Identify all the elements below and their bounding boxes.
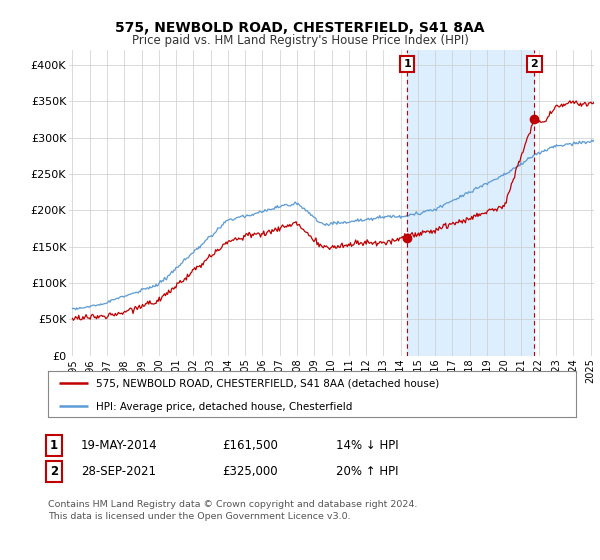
Text: Contains HM Land Registry data © Crown copyright and database right 2024.
This d: Contains HM Land Registry data © Crown c… (48, 500, 418, 521)
Text: 28-SEP-2021: 28-SEP-2021 (81, 465, 156, 478)
Text: HPI: Average price, detached house, Chesterfield: HPI: Average price, detached house, Ches… (95, 402, 352, 412)
Text: 14% ↓ HPI: 14% ↓ HPI (336, 439, 398, 452)
Text: 1: 1 (50, 439, 58, 452)
Bar (407, 50, 535, 356)
Text: Price paid vs. HM Land Registry's House Price Index (HPI): Price paid vs. HM Land Registry's House … (131, 34, 469, 46)
Text: 20% ↑ HPI: 20% ↑ HPI (336, 465, 398, 478)
Text: 2: 2 (530, 59, 538, 69)
Text: 2: 2 (50, 465, 58, 478)
Text: £161,500: £161,500 (222, 439, 278, 452)
Text: £325,000: £325,000 (222, 465, 278, 478)
Text: 19-MAY-2014: 19-MAY-2014 (81, 439, 158, 452)
Text: 575, NEWBOLD ROAD, CHESTERFIELD, S41 8AA: 575, NEWBOLD ROAD, CHESTERFIELD, S41 8AA (115, 21, 485, 35)
Text: 1: 1 (403, 59, 411, 69)
Text: 575, NEWBOLD ROAD, CHESTERFIELD, S41 8AA (detached house): 575, NEWBOLD ROAD, CHESTERFIELD, S41 8AA… (95, 379, 439, 389)
